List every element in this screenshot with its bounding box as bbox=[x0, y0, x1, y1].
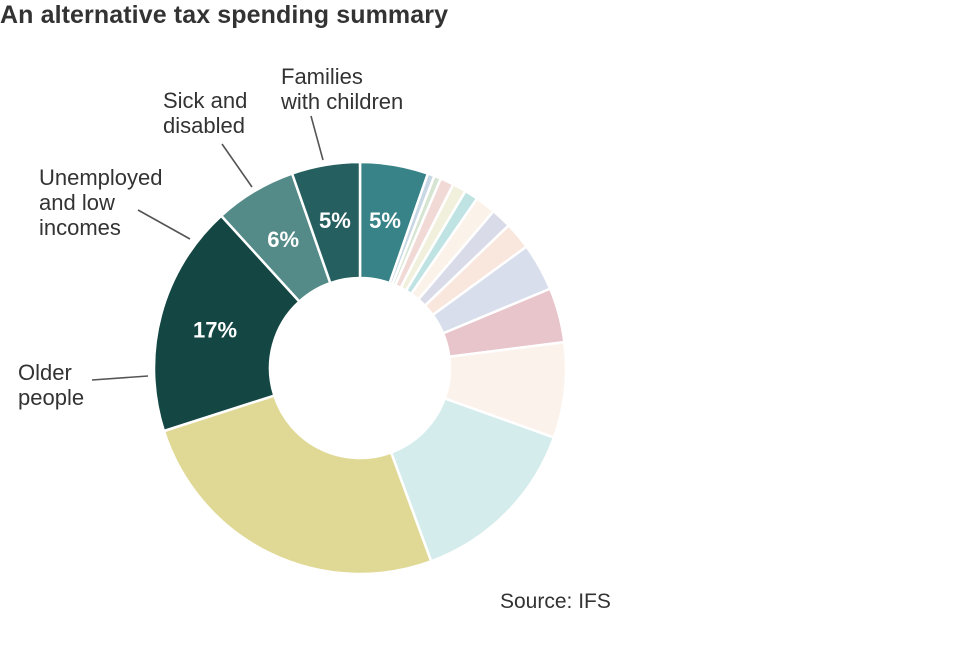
leader-line-0 bbox=[310, 115, 324, 161]
leader-line-3 bbox=[91, 375, 149, 381]
value-label-0: 5% bbox=[369, 208, 401, 233]
leader-line-2 bbox=[137, 209, 191, 240]
source-note: Source: IFS bbox=[500, 590, 611, 613]
leader-line-1 bbox=[221, 143, 253, 188]
category-label-0: Families with children bbox=[280, 64, 403, 114]
value-label-14: 17% bbox=[193, 317, 237, 342]
category-label-3: Older people bbox=[18, 360, 84, 410]
slice-sick-and-disabled bbox=[290, 160, 362, 285]
slice-segment-12 bbox=[389, 397, 556, 563]
slice-older-people bbox=[152, 214, 301, 433]
chart-title: An alternative tax spending summary bbox=[0, 1, 449, 29]
category-label-1: Sick and disabled bbox=[163, 88, 247, 138]
value-label-15: 6% bbox=[267, 227, 299, 252]
category-label-2: Unemployed and low incomes bbox=[39, 165, 163, 240]
value-label-16: 5% bbox=[319, 208, 351, 233]
slice-segment-13 bbox=[162, 394, 433, 576]
